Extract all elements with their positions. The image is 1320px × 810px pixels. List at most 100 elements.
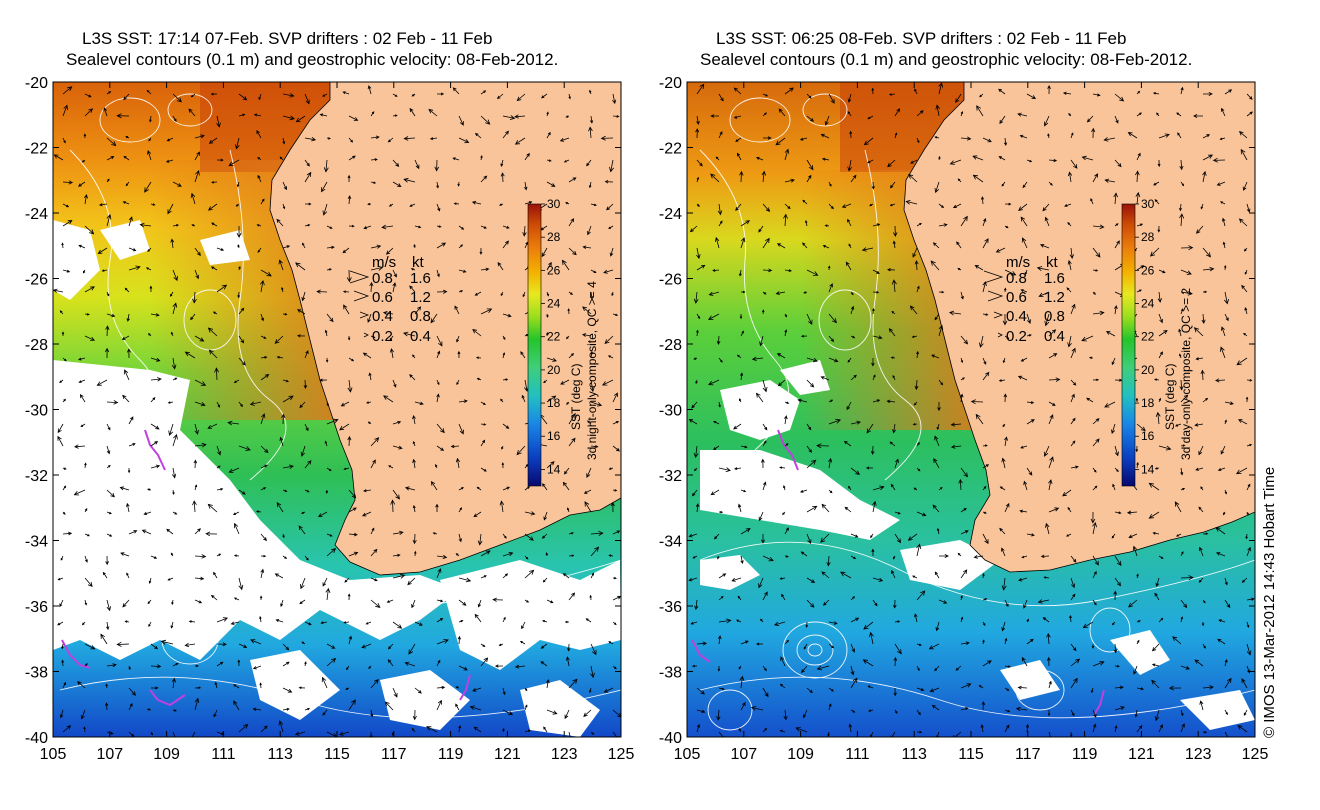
lon-tick-label: 111 (211, 746, 235, 763)
right-legend-kt-2: 0.8 (1044, 308, 1065, 325)
velocity-arrow (960, 377, 966, 381)
velocity-arrow (392, 530, 404, 536)
velocity-arrow (568, 532, 574, 535)
velocity-arrow (216, 115, 221, 128)
velocity-arrow (190, 192, 196, 205)
velocity-arrow (84, 577, 93, 587)
velocity-arrow (1238, 218, 1248, 227)
velocity-arrow (588, 181, 592, 189)
velocity-arrow (167, 577, 174, 581)
velocity-arrow (450, 444, 460, 449)
velocity-arrow (213, 709, 218, 718)
velocity-arrow (216, 247, 225, 251)
velocity-arrow (1126, 510, 1138, 515)
velocity-arrow (938, 290, 945, 294)
velocity-arrow (480, 467, 487, 472)
right-colorbar-label-1: SST (deg C) (1163, 364, 1177, 430)
velocity-arrow (388, 203, 394, 207)
velocity-arrow (282, 203, 286, 210)
velocity-arrow (116, 113, 130, 119)
velocity-arrow (326, 245, 335, 250)
velocity-arrow (696, 723, 701, 733)
lat-tick-label: -26 (25, 272, 48, 289)
velocity-arrow (348, 115, 359, 121)
velocity-arrow (252, 707, 262, 712)
velocity-arrow (1091, 644, 1095, 649)
velocity-arrow (1180, 181, 1185, 187)
colorbar-tick-label: 28 (547, 230, 561, 244)
velocity-arrow (1218, 619, 1226, 623)
velocity-arrow (1215, 527, 1226, 535)
velocity-arrow (914, 613, 918, 623)
velocity-arrow (282, 661, 290, 667)
velocity-arrow (939, 553, 949, 558)
velocity-arrow (716, 709, 721, 721)
velocity-arrow (887, 268, 896, 272)
velocity-arrow (435, 503, 439, 512)
velocity-arrow (1179, 379, 1184, 391)
velocity-arrow (1069, 247, 1074, 259)
velocity-arrow (150, 643, 159, 650)
velocity-arrow (1070, 593, 1076, 601)
velocity-arrow (712, 268, 720, 272)
velocity-arrow (1235, 467, 1248, 475)
velocity-arrow (1194, 423, 1204, 427)
velocity-arrow (540, 661, 548, 667)
velocity-arrow (1092, 291, 1096, 295)
velocity-arrow (233, 597, 240, 601)
colorbar-tick-label: 28 (1141, 230, 1155, 244)
velocity-arrow (409, 203, 416, 207)
velocity-arrow (1092, 661, 1105, 667)
velocity-arrow (458, 269, 467, 273)
velocity-arrow (500, 291, 504, 297)
velocity-arrow (369, 281, 374, 293)
velocity-arrow (304, 621, 312, 626)
velocity-arrow (455, 553, 460, 557)
velocity-arrow (733, 87, 742, 95)
right-latitude-axis: -20-22-24-26-28-30-32-34-36-38-40 (659, 75, 1255, 747)
velocity-arrow (259, 279, 265, 293)
velocity-arrow (150, 440, 159, 447)
velocity-arrow (389, 335, 394, 341)
velocity-arrow (250, 639, 262, 645)
velocity-arrow (1003, 393, 1008, 403)
velocity-arrow (295, 262, 306, 271)
velocity-arrow (1048, 158, 1058, 163)
velocity-arrow (733, 423, 742, 430)
velocity-arrow (566, 335, 570, 340)
velocity-arrow (894, 458, 899, 469)
velocity-arrow (912, 422, 918, 426)
velocity-arrow (949, 159, 962, 165)
velocity-arrow (981, 701, 986, 711)
velocity-arrow (1180, 575, 1194, 581)
velocity-arrow (257, 174, 262, 183)
velocity-arrow (150, 397, 156, 403)
velocity-arrow (1086, 397, 1094, 403)
velocity-arrow (502, 240, 509, 249)
velocity-arrow (590, 203, 597, 207)
velocity-arrow (957, 552, 962, 557)
velocity-arrow (999, 115, 1006, 125)
velocity-arrow (260, 335, 267, 339)
lat-tick-label: -22 (659, 141, 682, 158)
velocity-arrow (999, 486, 1006, 491)
velocity-arrow (150, 686, 159, 690)
velocity-arrow (1081, 335, 1094, 342)
velocity-arrow (960, 291, 964, 300)
velocity-arrow (581, 333, 592, 337)
velocity-arrow (762, 112, 767, 117)
velocity-arrow (982, 639, 985, 645)
velocity-arrow (194, 599, 203, 604)
velocity-arrow (1026, 313, 1031, 324)
velocity-arrow (546, 261, 552, 271)
velocity-arrow (150, 203, 156, 206)
velocity-arrow (1091, 127, 1096, 139)
velocity-arrow (237, 659, 241, 667)
velocity-arrow (1046, 656, 1051, 667)
velocity-arrow (238, 335, 245, 344)
velocity-arrow (973, 554, 984, 559)
lat-tick-label: -22 (25, 141, 48, 158)
velocity-arrow (889, 181, 896, 189)
